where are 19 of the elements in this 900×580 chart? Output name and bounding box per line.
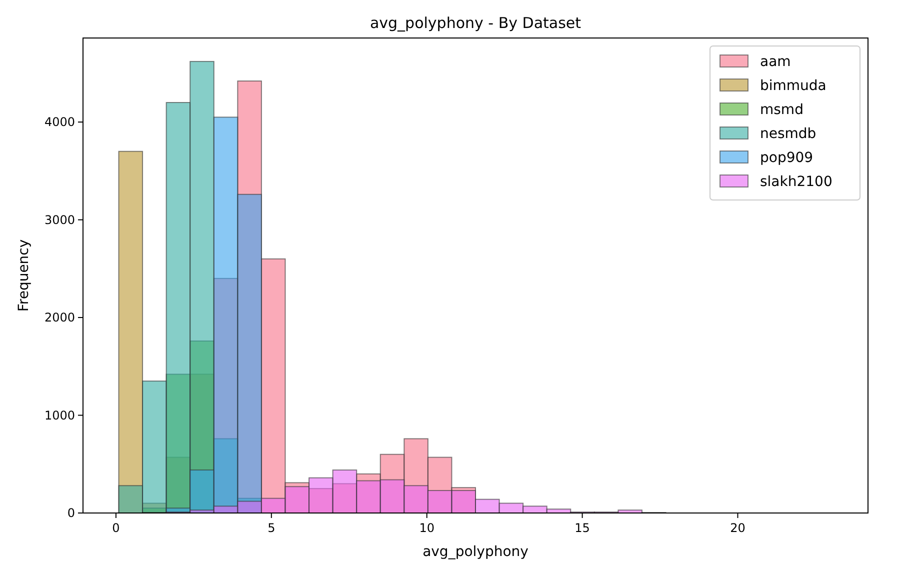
legend-label: aam — [760, 54, 791, 70]
legend-label: pop909 — [760, 150, 814, 166]
chart-title: avg_polyphony - By Dataset — [370, 14, 582, 32]
y-tick-label: 4000 — [44, 115, 75, 130]
legend-label: slakh2100 — [760, 174, 832, 190]
y-tick-label: 1000 — [44, 408, 75, 422]
y-tick-label: 3000 — [44, 212, 75, 227]
legend-label: bimmuda — [760, 78, 826, 94]
x-tick-label: 20 — [730, 521, 746, 535]
x-axis-title: avg_polyphony — [422, 544, 528, 560]
y-axis-title: Frequency — [16, 239, 32, 312]
legend-label: nesmdb — [760, 126, 816, 142]
y-tick-label: 2000 — [44, 310, 75, 325]
y-tick-label: 0 — [67, 506, 75, 520]
legend-label: msmd — [760, 102, 804, 118]
x-tick-label: 15 — [574, 521, 590, 535]
x-tick-label: 0 — [112, 521, 120, 535]
x-tick-label: 10 — [419, 521, 434, 535]
x-tick-label: 5 — [268, 521, 276, 535]
